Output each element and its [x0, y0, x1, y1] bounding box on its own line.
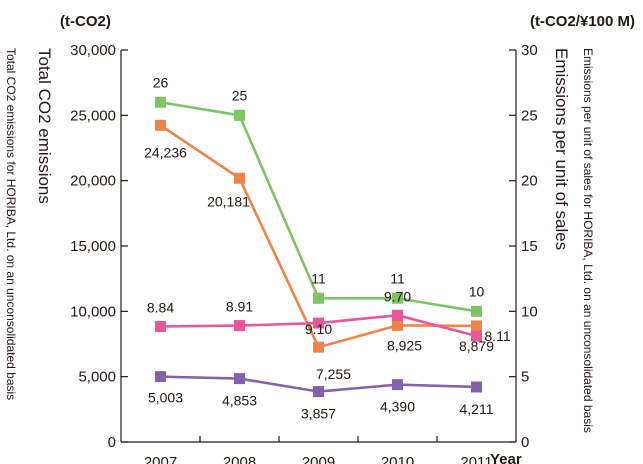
data-label: 9.70: [384, 288, 411, 304]
left-tick-label: 10,000: [70, 303, 116, 320]
data-label: 8,925: [387, 337, 422, 353]
series-marker: [234, 172, 245, 184]
data-label: 11: [311, 270, 326, 286]
series-marker: [313, 317, 324, 329]
left-axis-title: Total CO2 emissions: [35, 48, 54, 204]
data-label: 10: [469, 283, 485, 299]
right-tick-label: 10: [521, 303, 538, 320]
series-4: [155, 309, 482, 342]
data-label: 26: [153, 74, 169, 90]
series-marker: [234, 373, 245, 385]
x-category-label: 2010: [381, 454, 414, 464]
data-label: 8.91: [226, 299, 253, 315]
data-label: 8.84: [147, 299, 174, 315]
series-marker: [392, 379, 403, 391]
series-line: [159, 124, 477, 349]
data-label: 5,003: [148, 390, 183, 406]
right-tick-label: 30: [521, 42, 538, 59]
series-marker: [471, 320, 482, 332]
x-axis-title: Year: [490, 451, 522, 464]
right-axis-subtitle: Emissions per unit of sales for HORIBA, …: [581, 48, 595, 433]
right-tick-label: 15: [521, 238, 538, 255]
left-tick-label: 0: [108, 434, 116, 451]
data-label: 11: [390, 270, 405, 286]
data-labels-layer: 24,236 20,181 7,255 8,925 8,879 5,003 4,853 3,8…: [144, 74, 511, 421]
left-tick-label: 25,000: [70, 107, 116, 124]
series-marker: [155, 320, 166, 332]
data-label: 9.10: [305, 321, 332, 337]
x-category-label: 2011: [460, 454, 492, 464]
x-category-label: 2009: [302, 454, 335, 464]
data-label: 4,390: [380, 399, 415, 415]
data-label: 25: [232, 87, 248, 103]
series-marker: [392, 319, 403, 331]
data-label: 8.11: [484, 328, 510, 344]
data-label: 3,857: [301, 406, 336, 422]
data-label: 8,879: [459, 338, 494, 354]
series-2: [155, 371, 482, 398]
series-1: [155, 119, 482, 353]
series-marker: [155, 96, 166, 108]
left-tick-label: 20,000: [70, 173, 116, 190]
series-marker: [392, 309, 403, 321]
axes: 0 5,000 10,000 15,000 20,000 25,000 30,000 0 5 10…: [70, 42, 538, 464]
left-tick-label: 5,000: [78, 369, 116, 386]
data-label: 4,211: [460, 401, 494, 417]
series-marker: [471, 305, 482, 317]
right-axis-title: Emissions per unit of sales: [552, 48, 571, 250]
data-label: 4,853: [222, 393, 257, 409]
series-marker: [234, 109, 245, 121]
series-marker: [234, 320, 245, 332]
series-marker: [313, 292, 324, 304]
right-tick-label: 20: [521, 173, 538, 190]
left-axis-subtitle: Total CO2 emissions for HORIBA, Ltd. on …: [4, 48, 18, 400]
right-tick-label: 25: [521, 107, 538, 124]
left-tick-label: 15,000: [70, 238, 116, 255]
left-unit-text: (t-CO2): [60, 13, 111, 30]
right-tick-label: 5: [521, 369, 529, 386]
right-axis-unit-label: (t-CO2/¥100 M): [530, 13, 635, 30]
series-marker: [155, 119, 166, 131]
right-unit-text: (t-CO2/¥100 M): [530, 13, 635, 30]
series-marker: [313, 386, 324, 398]
left-axis-unit-label: (t-CO2): [60, 13, 111, 30]
series-marker: [313, 341, 324, 353]
data-label: 20,181: [207, 193, 250, 209]
series-marker: [155, 371, 166, 383]
series-layer: [155, 96, 482, 398]
series-3: [155, 96, 482, 317]
series-marker: [471, 330, 482, 342]
x-category-label: 2008: [223, 454, 256, 464]
right-tick-label: 0: [521, 434, 529, 451]
x-category-label: 2007: [144, 454, 177, 464]
data-label: 7,255: [316, 366, 351, 382]
left-tick-label: 30,000: [70, 42, 116, 59]
series-marker: [471, 381, 482, 393]
data-label: 24,236: [144, 144, 187, 160]
series-marker: [392, 292, 403, 304]
